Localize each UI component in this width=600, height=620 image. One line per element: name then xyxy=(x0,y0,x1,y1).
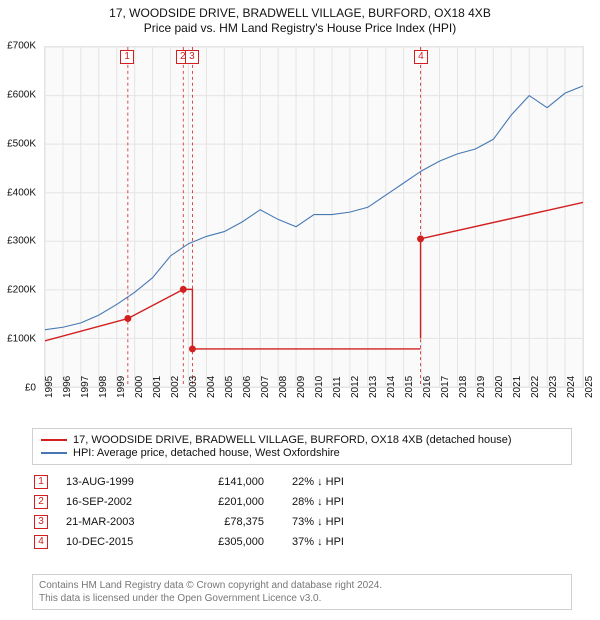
legend: 17, WOODSIDE DRIVE, BRADWELL VILLAGE, BU… xyxy=(32,428,572,465)
tx-price: £305,000 xyxy=(194,536,274,548)
tx-hpi-delta: 28% ↓ HPI xyxy=(292,496,402,508)
plot-area xyxy=(44,46,584,388)
tx-price: £78,375 xyxy=(194,516,274,528)
tx-hpi-delta: 37% ↓ HPI xyxy=(292,536,402,548)
event-marker-box: 1 xyxy=(120,50,134,64)
tx-price: £141,000 xyxy=(194,476,274,488)
transactions-table: 1 13-AUG-1999 £141,000 22% ↓ HPI 2 16-SEP-200… xyxy=(32,472,572,552)
chart-title: 17, WOODSIDE DRIVE, BRADWELL VILLAGE, BU… xyxy=(0,0,600,35)
y-tick-label: £400K xyxy=(0,187,36,198)
legend-row: HPI: Average price, detached house, West… xyxy=(41,447,563,459)
legend-swatch xyxy=(41,439,67,441)
tx-marker-box: 4 xyxy=(34,535,48,549)
tx-marker-box: 3 xyxy=(34,515,48,529)
y-tick-label: £600K xyxy=(0,89,36,100)
legend-label: HPI: Average price, detached house, West… xyxy=(73,447,340,459)
tx-date: 16-SEP-2002 xyxy=(66,496,176,508)
tx-price: £201,000 xyxy=(194,496,274,508)
y-tick-label: £500K xyxy=(0,138,36,149)
chart-area: £0£100K£200K£300K£400K£500K£600K£700K 19… xyxy=(44,46,584,416)
tx-date: 10-DEC-2015 xyxy=(66,536,176,548)
tx-marker-box: 2 xyxy=(34,495,48,509)
y-tick-label: £100K xyxy=(0,334,36,345)
table-row: 4 10-DEC-2015 £305,000 37% ↓ HPI xyxy=(32,532,572,552)
tx-date: 21-MAR-2003 xyxy=(66,516,176,528)
y-tick-label: £300K xyxy=(0,236,36,247)
table-row: 3 21-MAR-2003 £78,375 73% ↓ HPI xyxy=(32,512,572,532)
tx-marker-box: 1 xyxy=(34,475,48,489)
title-line-1: 17, WOODSIDE DRIVE, BRADWELL VILLAGE, BU… xyxy=(0,6,600,20)
x-tick-label: 2025 xyxy=(584,376,600,398)
tx-date: 13-AUG-1999 xyxy=(66,476,176,488)
legend-swatch xyxy=(41,452,67,454)
footer-line-2: This data is licensed under the Open Gov… xyxy=(39,592,565,605)
y-tick-label: £0 xyxy=(0,383,36,394)
table-row: 2 16-SEP-2002 £201,000 28% ↓ HPI xyxy=(32,492,572,512)
legend-label: 17, WOODSIDE DRIVE, BRADWELL VILLAGE, BU… xyxy=(73,434,512,446)
tx-hpi-delta: 73% ↓ HPI xyxy=(292,516,402,528)
y-tick-label: £200K xyxy=(0,285,36,296)
event-marker-box: 4 xyxy=(414,50,428,64)
y-tick-label: £700K xyxy=(0,41,36,52)
legend-row: 17, WOODSIDE DRIVE, BRADWELL VILLAGE, BU… xyxy=(41,434,563,446)
table-row: 1 13-AUG-1999 £141,000 22% ↓ HPI xyxy=(32,472,572,492)
attribution-footer: Contains HM Land Registry data © Crown c… xyxy=(32,574,572,610)
plot-svg xyxy=(45,47,583,387)
tx-hpi-delta: 22% ↓ HPI xyxy=(292,476,402,488)
footer-line-1: Contains HM Land Registry data © Crown c… xyxy=(39,579,565,592)
event-marker-box: 3 xyxy=(185,50,199,64)
title-line-2: Price paid vs. HM Land Registry's House … xyxy=(0,21,600,35)
